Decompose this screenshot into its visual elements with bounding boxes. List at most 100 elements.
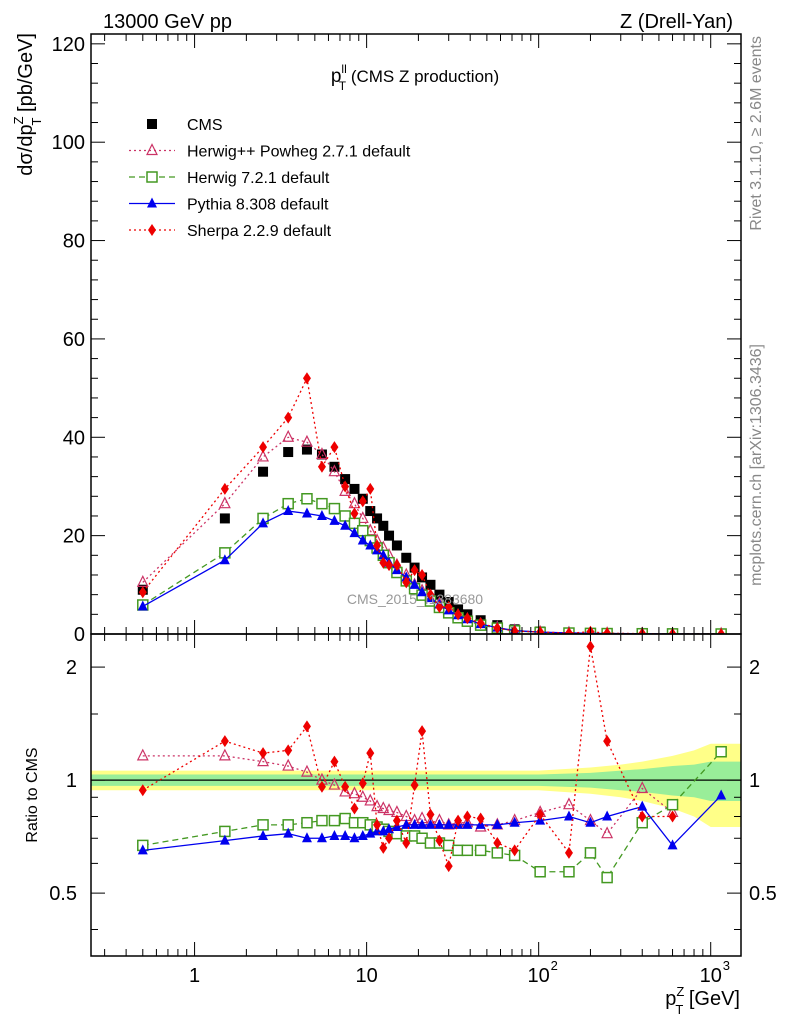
main-point-sherpa	[564, 627, 573, 634]
main-point-sherpa	[536, 626, 545, 634]
ratio-point-sherpa	[418, 725, 427, 738]
main-title-p: p	[331, 66, 342, 87]
ratio-point-pythia	[602, 810, 613, 821]
main-point-sherpa	[392, 559, 401, 572]
main-point-cms	[349, 483, 360, 494]
ratio-point-sherpa	[392, 814, 401, 827]
ratio-frame	[90, 633, 742, 957]
main-point-sherpa	[444, 600, 453, 613]
main-point-pythia	[409, 578, 420, 589]
ratio-point-sherpa	[402, 836, 411, 849]
main-point-cms	[301, 444, 312, 455]
rivet-version-label: Rivet 3.1.10, ≥ 2.6M events	[748, 36, 765, 231]
main-y-tick-label: 40	[63, 427, 85, 449]
ratio-point-herwig7	[339, 812, 351, 825]
ratio-point-sherpa	[373, 818, 382, 831]
header-left: 13000 GeV pp	[103, 11, 232, 33]
ratio-x-tick-label: 10	[700, 965, 722, 987]
ratio-point-herwigpp	[562, 797, 575, 810]
xlabel-sub: T	[675, 1002, 683, 1017]
xlabel-text: p	[665, 988, 676, 1010]
main-point-sherpa	[418, 568, 427, 581]
main-point-sherpa	[138, 586, 147, 599]
ratio-point-pythia	[509, 816, 520, 827]
main-point-herwigpp	[356, 511, 369, 524]
ratio-point-sherpa	[259, 747, 268, 760]
ratio-point-herwigpp	[601, 826, 614, 839]
ratio-point-sherpa	[454, 814, 463, 827]
main-point-sherpa	[284, 411, 293, 424]
ratio-point-sherpa	[358, 777, 367, 790]
ratio-point-pythia	[492, 818, 503, 829]
main-point-sherpa	[259, 441, 268, 454]
main-title-rest: (CMS Z production)	[346, 67, 499, 86]
main-point-herwig7	[301, 493, 313, 505]
ratio-point-herwig7	[715, 745, 727, 758]
main-series-sherpa	[138, 372, 726, 634]
main-y-tick-label: 80	[63, 231, 85, 253]
main-point-herwig7	[328, 502, 341, 515]
ratio-point-pythia	[417, 818, 428, 829]
ratio-point-pythia	[462, 818, 473, 829]
main-point-cms	[384, 530, 395, 541]
legend-marker-cms	[147, 119, 157, 129]
ratio-point-herwig7	[442, 839, 455, 852]
xlabel-sup: Z	[676, 984, 684, 999]
ratio-point-pythia	[434, 818, 445, 829]
ratio-series-pythia	[137, 789, 727, 855]
main-point-sherpa	[302, 372, 311, 385]
ratio-point-sherpa	[366, 747, 375, 760]
main-point-sherpa	[317, 460, 326, 473]
ratio-y-tick-label: 1	[66, 770, 77, 792]
main-axes: 0 20 40 60 80 100 120	[52, 34, 741, 646]
main-title-sub: T	[339, 79, 347, 93]
ratio-point-pythia	[316, 832, 327, 843]
main-point-cms	[434, 589, 445, 600]
main-y-tick-label: 100	[52, 132, 85, 154]
ratio-point-pythia	[384, 823, 395, 834]
ratio-point-pythia	[258, 829, 269, 840]
main-point-pythia	[417, 586, 428, 597]
main-point-cms	[316, 449, 327, 460]
ratio-point-sherpa	[410, 779, 419, 792]
main-point-pythia	[340, 519, 351, 530]
ratio-point-sherpa	[350, 802, 359, 815]
main-point-herwigpp	[257, 449, 270, 462]
ratio-point-herwig7	[666, 798, 679, 811]
ratio-point-sherpa	[668, 810, 677, 823]
ratio-point-herwig7	[491, 847, 504, 859]
ratio-point-pythia	[329, 829, 340, 840]
ratio-point-pythia	[443, 818, 454, 829]
ratio-point-sherpa	[603, 735, 612, 748]
main-y-tick-label: 120	[52, 34, 85, 56]
main-point-sherpa	[463, 612, 472, 625]
ratio-point-herwig7	[534, 866, 546, 878]
ratio-point-sherpa	[586, 640, 595, 653]
ratio-point-herwigpp	[300, 764, 313, 777]
legend-label-sherpa: Sherpa 2.2.9 default	[187, 223, 332, 240]
main-point-cms	[365, 506, 376, 517]
legend-label-pythia: Pythia 8.308 default	[187, 197, 329, 214]
ratio-point-herwigpp	[339, 784, 352, 797]
ratio-x-tick-exponent: 3	[723, 958, 730, 973]
ratio-series-group	[136, 640, 727, 884]
main-point-sherpa	[493, 622, 502, 634]
main-title-sup: ll	[341, 62, 346, 76]
ratio-y-tick-label: 0.5	[49, 883, 77, 905]
ratio-point-sherpa	[379, 841, 388, 854]
main-point-sherpa	[358, 495, 367, 508]
main-point-herwigpp	[315, 447, 328, 460]
ratio-point-pythia	[137, 844, 148, 855]
main-point-cms	[219, 513, 230, 524]
ratio-point-pythia	[667, 839, 678, 850]
ratio-axes: 1 10 10 2 10 30.5 0.51 12 2	[49, 634, 777, 987]
ratio-point-herwigpp	[282, 758, 295, 771]
main-point-pythia	[301, 507, 312, 518]
ratio-point-herwig7	[452, 844, 464, 857]
main-point-sherpa	[366, 482, 375, 495]
main-point-sherpa	[435, 600, 444, 613]
main-point-sherpa	[220, 482, 229, 495]
legend-marker-herwig7	[146, 171, 158, 183]
ratio-point-herwig7	[316, 814, 328, 827]
